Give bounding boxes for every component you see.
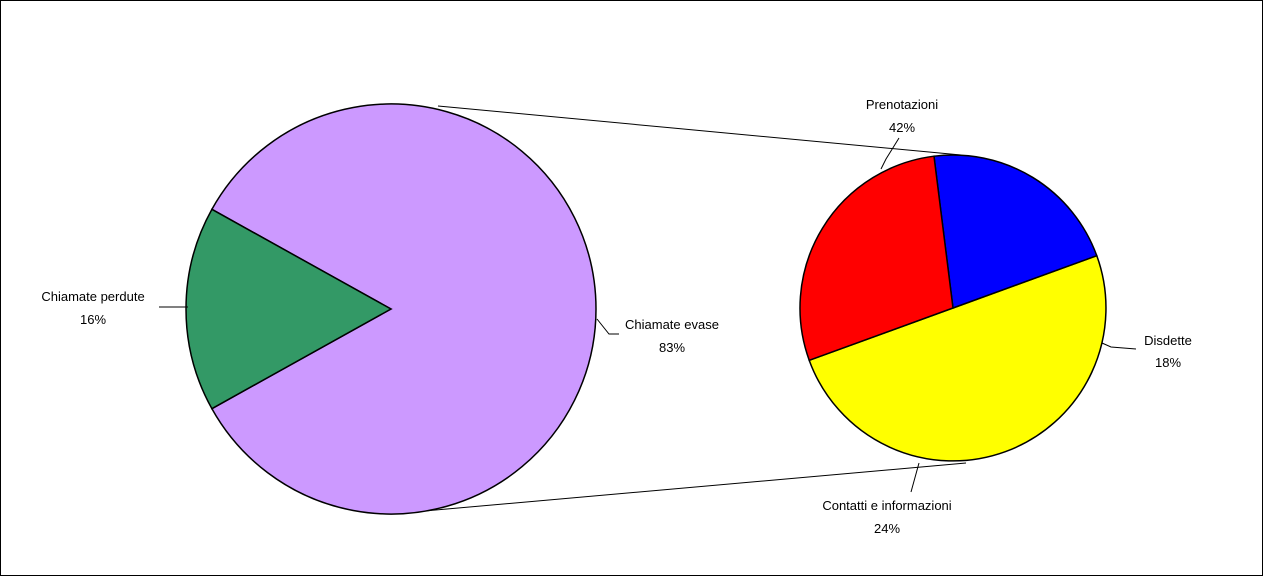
leader-chiamate-evase (596, 318, 619, 335)
connector-lines (412, 105, 967, 513)
label-chiamate-perdute: Chiamate perdute (41, 289, 144, 304)
connector-top (437, 105, 962, 156)
secondary-slice-contatti-e-informazioni (799, 155, 954, 362)
percent-contatti-e-informazioni: 24% (874, 521, 900, 536)
label-disdette: Disdette (1144, 333, 1192, 348)
main-slice-chiamate-evase (210, 103, 597, 515)
main-slice-chiamate-perdute (185, 208, 393, 410)
secondary-slice-disdette (933, 154, 1098, 310)
label-chiamate-evase: Chiamate evase (625, 317, 719, 332)
label-contatti-e-informazioni: Contatti e informazioni (822, 498, 951, 513)
secondary-pie (799, 154, 1107, 462)
leader-prenotazioni (880, 137, 900, 170)
secondary-slice-prenotazioni (808, 254, 1107, 462)
percent-chiamate-perdute: 16% (80, 312, 106, 327)
percent-chiamate-evase: 83% (659, 340, 685, 355)
leader-disdette (1101, 342, 1137, 350)
connector-bottom (412, 462, 967, 513)
main-pie (185, 103, 597, 515)
leader-contatti-e-informazioni (910, 462, 920, 493)
percent-disdette: 18% (1155, 355, 1181, 370)
percent-prenotazioni: 42% (889, 120, 915, 135)
label-prenotazioni: Prenotazioni (866, 97, 938, 112)
leader-lines (159, 137, 1137, 493)
